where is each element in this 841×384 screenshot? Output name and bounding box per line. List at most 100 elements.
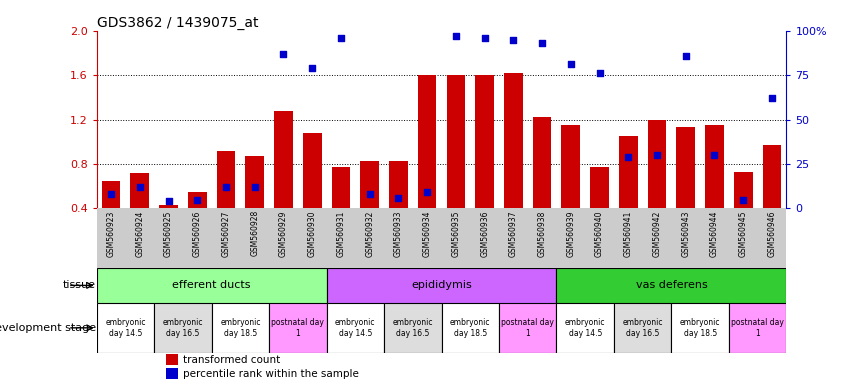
Bar (729, 303, 786, 353)
Bar (154, 303, 212, 353)
Bar (734, 172, 753, 209)
Point (392, 195, 405, 201)
Bar (130, 173, 149, 209)
Text: postnatal day
1: postnatal day 1 (272, 318, 325, 338)
Text: embryonic
day 14.5: embryonic day 14.5 (105, 318, 145, 338)
Point (248, 184, 262, 190)
Text: GSM560936: GSM560936 (480, 210, 489, 257)
Bar (269, 303, 326, 353)
Text: postnatal day
1: postnatal day 1 (731, 318, 784, 338)
Point (220, 184, 233, 190)
Bar (331, 167, 351, 209)
Text: GSM560943: GSM560943 (681, 210, 690, 257)
Bar (360, 161, 379, 209)
Point (161, 198, 175, 204)
Bar (763, 145, 781, 209)
Text: GSM560926: GSM560926 (193, 210, 202, 257)
Text: GSM560933: GSM560933 (394, 210, 403, 257)
Text: efferent ducts: efferent ducts (172, 280, 251, 290)
Text: GSM560946: GSM560946 (768, 210, 776, 257)
Point (363, 191, 377, 197)
Text: GSM560927: GSM560927 (221, 210, 230, 257)
Text: GSM560945: GSM560945 (738, 210, 748, 257)
Point (765, 95, 779, 101)
Point (621, 154, 635, 160)
Bar (532, 118, 552, 209)
Bar (326, 303, 384, 353)
Point (133, 184, 146, 190)
Point (593, 70, 606, 76)
Bar (389, 161, 408, 209)
Bar (442, 303, 499, 353)
Bar (246, 156, 264, 209)
Point (536, 40, 549, 46)
Text: GSM560939: GSM560939 (566, 210, 575, 257)
Bar (212, 303, 269, 353)
Point (449, 33, 463, 39)
Text: GSM560941: GSM560941 (624, 210, 632, 257)
Bar (384, 303, 442, 353)
Bar (619, 136, 637, 209)
Text: embryonic
day 18.5: embryonic day 18.5 (450, 318, 490, 338)
Text: GSM560929: GSM560929 (279, 210, 288, 257)
Bar (418, 75, 436, 209)
Text: GSM560942: GSM560942 (653, 210, 662, 257)
Text: GSM560935: GSM560935 (452, 210, 460, 257)
Text: embryonic
day 18.5: embryonic day 18.5 (680, 318, 721, 338)
Text: GSM560937: GSM560937 (509, 210, 518, 257)
Bar (504, 73, 523, 209)
Bar (166, 368, 178, 379)
Text: GSM560934: GSM560934 (423, 210, 431, 257)
Text: postnatal day
1: postnatal day 1 (501, 318, 554, 338)
Bar (671, 303, 729, 353)
Bar (159, 205, 178, 209)
Text: embryonic
day 16.5: embryonic day 16.5 (393, 318, 433, 338)
Point (420, 189, 434, 195)
Bar (557, 303, 614, 353)
Point (564, 61, 578, 68)
Text: percentile rank within the sample: percentile rank within the sample (183, 369, 359, 379)
Bar (614, 303, 671, 353)
Text: GSM560930: GSM560930 (308, 210, 317, 257)
Text: GSM560924: GSM560924 (135, 210, 145, 257)
Text: GSM560940: GSM560940 (595, 210, 604, 257)
Text: embryonic
day 14.5: embryonic day 14.5 (335, 318, 376, 338)
Point (737, 197, 750, 203)
Bar (499, 303, 557, 353)
Text: GSM560938: GSM560938 (537, 210, 547, 257)
Point (191, 197, 204, 203)
Bar (274, 111, 293, 209)
Text: GSM560931: GSM560931 (336, 210, 346, 257)
Text: GSM560925: GSM560925 (164, 210, 173, 257)
Bar (303, 133, 321, 209)
Text: embryonic
day 16.5: embryonic day 16.5 (622, 318, 663, 338)
Point (506, 36, 520, 43)
Point (478, 35, 491, 41)
Text: GSM560928: GSM560928 (251, 210, 259, 257)
Text: GSM560923: GSM560923 (107, 210, 115, 257)
Bar (447, 75, 465, 209)
Text: embryonic
day 18.5: embryonic day 18.5 (220, 318, 261, 338)
Bar (97, 268, 326, 303)
Point (104, 191, 118, 197)
Point (708, 152, 722, 158)
Bar (557, 268, 786, 303)
Bar (188, 192, 207, 209)
Bar (97, 303, 154, 353)
Point (305, 65, 319, 71)
Bar (326, 268, 557, 303)
Bar (705, 125, 724, 209)
Bar (648, 119, 666, 209)
Bar (590, 167, 609, 209)
Bar (562, 125, 580, 209)
Point (277, 51, 290, 57)
Bar (217, 151, 235, 209)
Text: transformed count: transformed count (183, 355, 280, 365)
Bar (102, 180, 120, 209)
Point (334, 35, 347, 41)
Bar (676, 127, 696, 209)
Text: vas deferens: vas deferens (636, 280, 707, 290)
Text: embryonic
day 14.5: embryonic day 14.5 (565, 318, 606, 338)
Bar (475, 75, 494, 209)
Text: GSM560944: GSM560944 (710, 210, 719, 257)
